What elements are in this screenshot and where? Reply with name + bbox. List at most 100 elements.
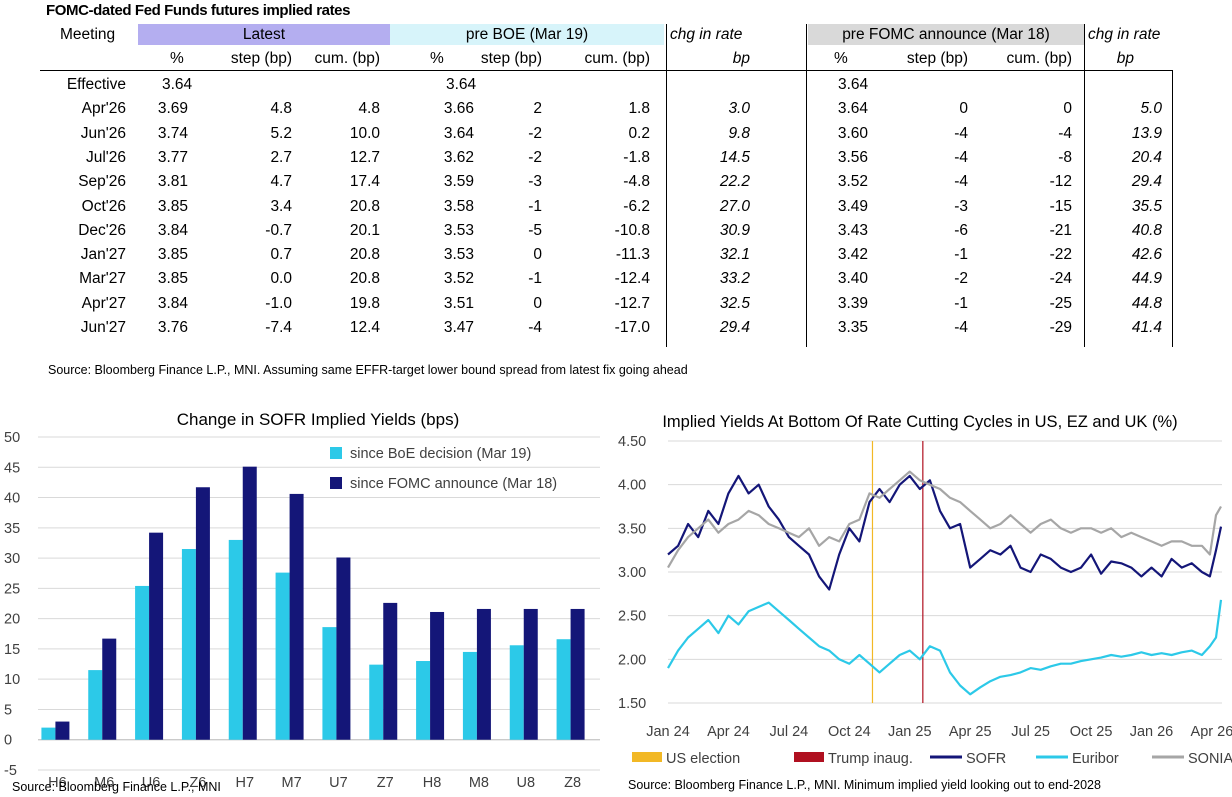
x-tick-label: Jan 26 bbox=[1130, 724, 1174, 740]
table-cell: -6.2 bbox=[623, 197, 650, 215]
table-cell: 42.6 bbox=[1131, 246, 1162, 264]
table-cell: -12 bbox=[1049, 173, 1072, 191]
y-tick-label: 25 bbox=[4, 581, 20, 597]
table-cell: 3.39 bbox=[837, 294, 868, 312]
table-cell: 3.47 bbox=[443, 319, 474, 336]
table-cell: 3.64 bbox=[446, 76, 477, 93]
table-cell: 30.9 bbox=[719, 221, 750, 239]
y-tick-label: 5 bbox=[4, 702, 12, 718]
y-tick-label: 30 bbox=[4, 551, 20, 567]
x-tick-label: Jan 25 bbox=[888, 724, 932, 740]
row-label: Mar'27 bbox=[79, 270, 126, 288]
table-cell: -2 bbox=[954, 270, 968, 288]
meeting-header: Meeting bbox=[60, 26, 116, 43]
row-label: Apr'26 bbox=[81, 100, 126, 118]
x-tick-label: U7 bbox=[329, 775, 348, 791]
table-cell: 0 bbox=[1063, 100, 1072, 118]
bar-fomc bbox=[476, 608, 491, 740]
bar-fomc bbox=[102, 638, 117, 740]
table-cell: -0.7 bbox=[265, 221, 292, 239]
table-cell: 20.8 bbox=[349, 270, 380, 288]
table-cell: 3.64 bbox=[838, 76, 869, 93]
table-cell: 5.2 bbox=[270, 124, 292, 142]
table-cell: 10.0 bbox=[349, 124, 380, 142]
table-cell: -6 bbox=[954, 221, 968, 239]
table-cell: 3.35 bbox=[837, 319, 868, 336]
table-cell: 3.56 bbox=[837, 148, 868, 166]
table-cell: -4 bbox=[954, 124, 968, 142]
y-tick-label: 3.00 bbox=[618, 565, 646, 581]
legend-label: SONIA bbox=[1188, 751, 1232, 767]
table-cell: 3.62 bbox=[443, 148, 474, 166]
chart-source: Source: Bloomberg Finance L.P., MNI. Min… bbox=[628, 778, 1101, 792]
table-cell: -4 bbox=[954, 173, 968, 191]
table-cell: 2 bbox=[533, 100, 542, 118]
table-cell: 3.49 bbox=[837, 197, 868, 215]
table-cell: 20.8 bbox=[349, 246, 380, 264]
y-tick-label: 15 bbox=[4, 642, 20, 658]
table-cell: 17.4 bbox=[349, 173, 380, 191]
table-cell: 0.7 bbox=[270, 246, 292, 264]
subheader: cum. (bp) bbox=[584, 50, 650, 67]
table-cell: 3.74 bbox=[157, 124, 188, 142]
table-cell: 3.59 bbox=[443, 173, 474, 191]
y-tick-label: 1.50 bbox=[618, 696, 646, 712]
table-cell: -1.8 bbox=[623, 148, 650, 166]
x-tick-label: M8 bbox=[469, 775, 489, 791]
x-tick-label: M6 bbox=[94, 775, 114, 791]
table-cell: -17.0 bbox=[614, 319, 650, 336]
table-cell: 3.60 bbox=[837, 124, 868, 142]
x-tick-label: U8 bbox=[516, 775, 535, 791]
x-tick-label: Oct 25 bbox=[1070, 724, 1113, 740]
row-label: Apr'27 bbox=[81, 294, 126, 312]
bar-boe bbox=[41, 727, 56, 740]
table-cell: 1.8 bbox=[628, 100, 650, 118]
legend-label: US election bbox=[666, 751, 740, 767]
table-cell: 3.64 bbox=[162, 76, 193, 93]
bar-fomc bbox=[289, 493, 304, 740]
legend-label: Trump inaug. bbox=[828, 751, 913, 767]
table-cell: 5.0 bbox=[1140, 100, 1162, 118]
series-line-euribor bbox=[667, 599, 1223, 696]
x-tick-label: H7 bbox=[235, 775, 254, 791]
y-tick-label: 40 bbox=[4, 491, 20, 507]
table-cell: -7.4 bbox=[265, 319, 292, 336]
chart-title: Change in SOFR Implied Yields (bps) bbox=[177, 410, 460, 429]
table-cell: -15 bbox=[1049, 197, 1072, 215]
series-line-sofr bbox=[667, 474, 1223, 591]
table-cell: 0 bbox=[533, 246, 542, 264]
bar-boe bbox=[88, 670, 103, 740]
table-cell: 3.84 bbox=[157, 221, 188, 239]
table-cell: -3 bbox=[528, 173, 542, 191]
y-tick-label: 0 bbox=[4, 733, 12, 749]
table-cell: -12.7 bbox=[614, 294, 650, 312]
table-cell: -2 bbox=[528, 148, 542, 166]
table-cell: -1 bbox=[528, 197, 542, 215]
table-cell: 3.40 bbox=[837, 270, 868, 288]
table-cell: -12.4 bbox=[614, 270, 650, 288]
table-cell: 3.76 bbox=[157, 319, 188, 336]
x-tick-label: H8 bbox=[423, 775, 442, 791]
bar-boe bbox=[416, 661, 431, 740]
y-tick-label: 10 bbox=[4, 672, 20, 688]
y-tick-label: 35 bbox=[4, 521, 20, 537]
bar-boe bbox=[509, 645, 524, 740]
table-cell: 41.4 bbox=[1131, 319, 1162, 336]
table-cell: -1 bbox=[528, 270, 542, 288]
implied-yields-line-chart: Implied Yields At Bottom Of Rate Cutting… bbox=[618, 413, 1232, 792]
table-cell: -1.0 bbox=[265, 294, 292, 312]
group-header: pre FOMC announce (Mar 18) bbox=[842, 26, 1050, 43]
legend-swatch bbox=[794, 752, 824, 762]
table-cell: -4 bbox=[954, 319, 968, 336]
table-cell: -4.8 bbox=[623, 173, 650, 191]
table-cell: 19.8 bbox=[349, 294, 380, 312]
bar-boe bbox=[322, 627, 337, 740]
x-tick-label: Jan 24 bbox=[646, 724, 690, 740]
table-cell: -29 bbox=[1049, 319, 1072, 336]
table-cell: 3.84 bbox=[157, 294, 188, 312]
bar-boe bbox=[556, 639, 571, 740]
bar-fomc bbox=[55, 721, 70, 740]
x-tick-label: Apr 25 bbox=[949, 724, 992, 740]
row-label: Effective bbox=[66, 76, 126, 93]
table-cell: 4.7 bbox=[270, 173, 292, 191]
